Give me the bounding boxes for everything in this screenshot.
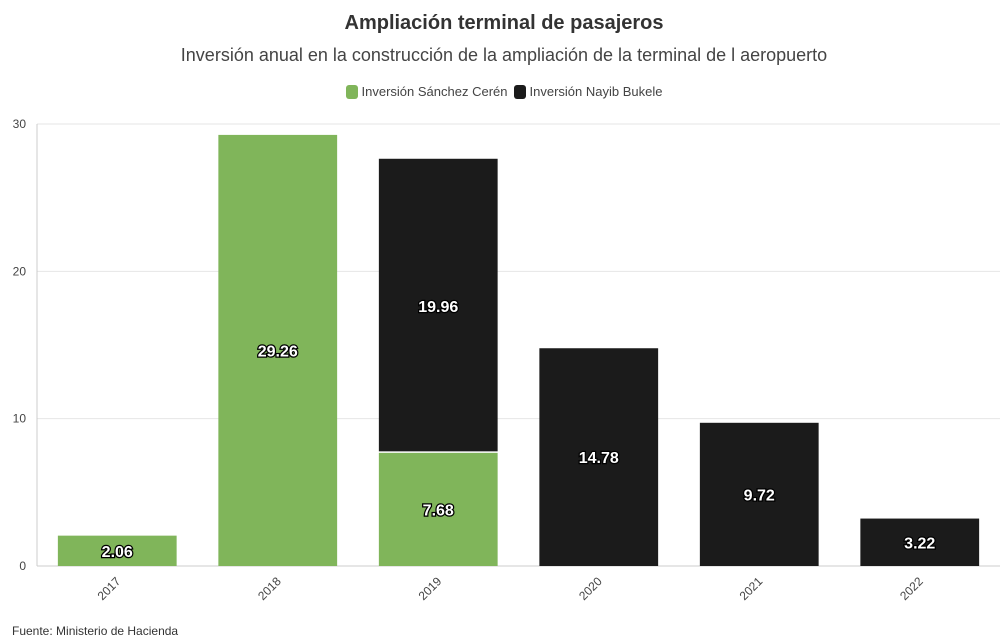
bar-value-label: 19.96 — [418, 299, 458, 316]
legend-label-sanchez: Inversión Sánchez Cerén — [361, 84, 508, 99]
bar-value-label: 3.22 — [904, 535, 935, 552]
legend-item-bukele[interactable]: Inversión Nayib Bukele — [513, 84, 663, 99]
bar — [57, 535, 177, 566]
legend: Inversión Sánchez Cerén Inversión Nayib … — [0, 84, 1008, 99]
bar-value-label: 14.78 — [579, 450, 619, 467]
y-tick-label: 10 — [13, 412, 27, 426]
chart-title: Ampliación terminal de pasajeros — [344, 12, 664, 34]
bar — [378, 452, 498, 566]
bar-value-label: 7.68 — [423, 502, 454, 519]
y-tick-label: 0 — [19, 559, 26, 573]
bar-value-label: 9.72 — [744, 487, 775, 504]
x-tick-label: 2021 — [737, 574, 766, 603]
x-tick-label: 2022 — [897, 574, 926, 603]
source-note: Fuente: Ministerio de Hacienda — [12, 624, 179, 638]
bar — [699, 422, 819, 566]
x-tick-label: 2017 — [95, 574, 124, 603]
bar-value-label: 2.06 — [102, 544, 133, 561]
bar — [218, 134, 338, 567]
legend-swatch-bukele — [513, 84, 526, 99]
bar-value-label: 29.26 — [258, 343, 298, 360]
legend-swatch-sanchez — [345, 84, 358, 99]
chart-subtitle: Inversión anual en la construcción de la… — [180, 45, 828, 65]
y-tick-label: 30 — [13, 117, 27, 131]
x-tick-label: 2020 — [576, 574, 605, 603]
x-tick-label: 2018 — [255, 574, 284, 603]
x-tick-label: 2019 — [416, 574, 445, 603]
y-tick-label: 20 — [13, 264, 27, 278]
legend-label-bukele: Inversión Nayib Bukele — [529, 84, 663, 99]
bar — [378, 158, 498, 452]
bar — [860, 518, 980, 566]
bar — [539, 348, 659, 566]
legend-item-sanchez[interactable]: Inversión Sánchez Cerén — [345, 84, 508, 99]
